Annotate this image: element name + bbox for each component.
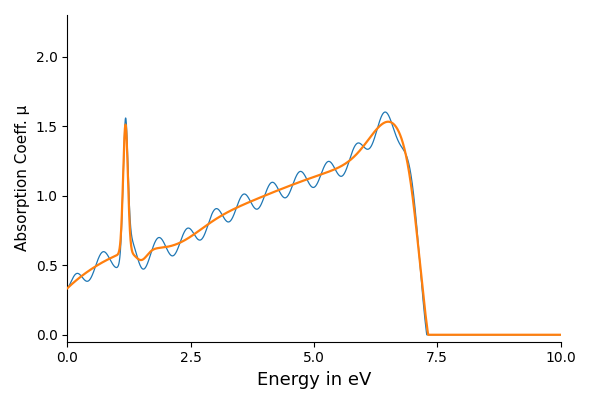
Y-axis label: Absorption Coeff. μ: Absorption Coeff. μ [15,105,30,251]
X-axis label: Energy in eV: Energy in eV [256,371,371,389]
